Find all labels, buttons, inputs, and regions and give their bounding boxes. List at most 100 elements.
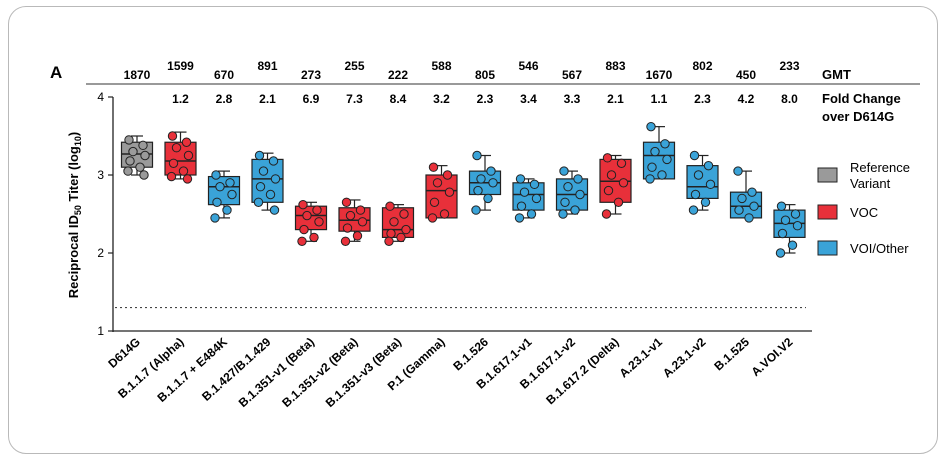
- box-plot-chart: A GMT Fold Change over D614G Reciprocal …: [50, 59, 920, 410]
- fold-change-value: 6.9: [303, 92, 320, 106]
- data-point: [705, 179, 716, 190]
- data-point: [124, 135, 134, 145]
- gmt-value: 805: [475, 68, 495, 82]
- data-point: [355, 205, 366, 215]
- fold-change-value: 2.1: [607, 92, 624, 106]
- data-point: [483, 193, 493, 204]
- data-point: [312, 205, 322, 215]
- y-axis-label: Reciprocal ID50 Titer (log10): [66, 132, 83, 298]
- y-tick-label: 3: [97, 168, 104, 182]
- x-tick-label: A.23.1-v2: [660, 335, 709, 381]
- data-point: [222, 205, 232, 215]
- data-point: [215, 182, 225, 192]
- gmt-value: 546: [518, 59, 538, 73]
- data-point: [399, 209, 409, 219]
- data-point: [515, 174, 526, 184]
- fold-change-value: 2.3: [477, 92, 494, 106]
- fold-header-line1: Fold Change: [822, 91, 901, 106]
- data-point: [171, 143, 182, 153]
- data-point: [488, 178, 498, 188]
- data-point: [646, 121, 656, 132]
- gmt-value: 670: [214, 68, 234, 82]
- data-point: [777, 228, 788, 239]
- data-point: [341, 197, 352, 208]
- data-point: [166, 171, 177, 182]
- x-tick-label: B.1.351-v2 (Beta): [279, 335, 360, 410]
- panel-label: A: [50, 63, 62, 82]
- legend-label: Variant: [850, 176, 891, 191]
- gmt-value: 802: [692, 59, 712, 73]
- fold-change-value: 2.1: [259, 92, 276, 106]
- x-tick-label: D614G: [105, 335, 143, 371]
- data-point: [138, 140, 148, 151]
- data-point: [531, 193, 542, 204]
- data-point: [125, 156, 135, 166]
- data-point: [662, 154, 672, 165]
- data-point: [357, 217, 368, 227]
- data-point: [519, 187, 530, 197]
- data-point: [212, 197, 222, 208]
- data-point: [734, 205, 744, 215]
- legend-swatch: [817, 240, 838, 256]
- data-point: [744, 213, 754, 223]
- data-point: [268, 156, 279, 166]
- data-point: [140, 150, 150, 161]
- data-point: [601, 209, 612, 219]
- data-point: [442, 170, 453, 180]
- data-point: [733, 166, 743, 176]
- data-point: [660, 139, 670, 149]
- x-tick-label: B.1.351-v1 (Beta): [236, 335, 317, 410]
- legend-label: Reference: [850, 160, 910, 175]
- data-point: [563, 182, 573, 192]
- gmt-value: 567: [562, 68, 582, 82]
- fold-change-value: 3.2: [433, 92, 450, 106]
- gmt-value: 1870: [124, 68, 151, 82]
- data-point: [657, 170, 667, 180]
- data-point: [790, 209, 801, 219]
- data-point: [573, 174, 583, 184]
- legend-swatch: [817, 204, 838, 220]
- fold-change-value: 2.8: [216, 92, 233, 106]
- data-point: [269, 205, 280, 215]
- data-point: [309, 232, 319, 243]
- data-point: [183, 150, 194, 161]
- data-point: [688, 205, 699, 215]
- data-point: [386, 228, 396, 239]
- data-point: [560, 197, 570, 208]
- data-point: [559, 166, 569, 176]
- gmt-value: 222: [388, 68, 408, 82]
- data-point: [302, 210, 312, 221]
- data-point: [340, 236, 351, 247]
- x-tick-label: A.VOI.V2: [748, 335, 795, 380]
- data-point: [514, 213, 525, 223]
- gmt-value: 233: [779, 59, 799, 73]
- data-point: [526, 209, 537, 219]
- data-point: [570, 205, 580, 215]
- data-point: [690, 189, 701, 200]
- gmt-value: 883: [605, 59, 625, 73]
- data-point: [253, 197, 264, 208]
- data-point: [645, 174, 655, 184]
- data-point: [389, 217, 399, 227]
- data-point: [297, 236, 307, 247]
- x-tick-label: B.1.525: [711, 335, 752, 374]
- data-point: [606, 170, 617, 180]
- data-point: [472, 150, 482, 161]
- fold-change-value: 1.2: [172, 92, 189, 106]
- x-tick-label: B.1.617.2 (Delta): [543, 335, 621, 407]
- data-point: [616, 158, 627, 169]
- data-point: [471, 205, 481, 215]
- data-point: [613, 197, 624, 208]
- data-point: [575, 189, 585, 200]
- data-point: [558, 209, 568, 219]
- gmt-value: 1670: [646, 68, 673, 82]
- data-point: [439, 209, 450, 219]
- data-point: [749, 201, 759, 211]
- x-tick-label: A.23.1-v1: [616, 335, 665, 381]
- fold-change-value: 3.4: [520, 92, 537, 106]
- gmt-value: 255: [344, 59, 364, 73]
- gmt-header: GMT: [822, 67, 851, 82]
- data-point: [427, 213, 438, 223]
- data-point: [401, 224, 411, 235]
- legend-label: VOC: [850, 205, 878, 220]
